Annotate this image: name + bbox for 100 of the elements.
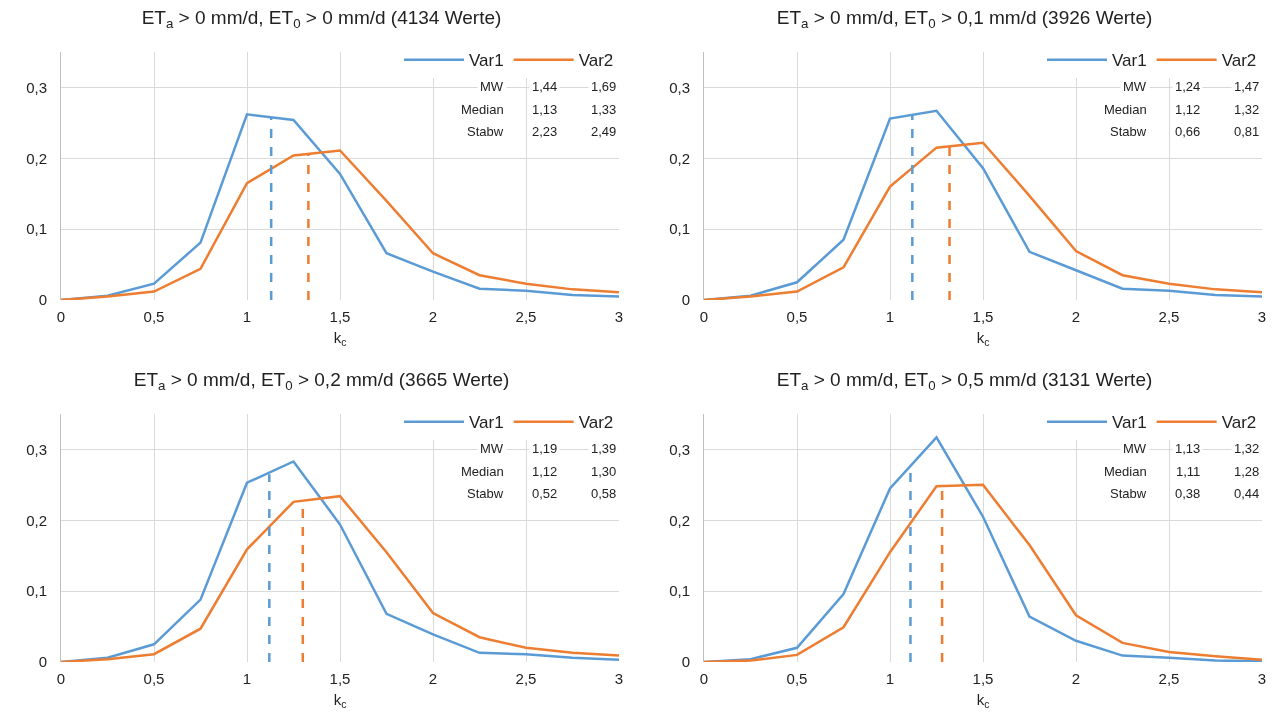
y-tick-label: 0,3 <box>669 440 690 458</box>
annotation: Median <box>1104 464 1147 479</box>
line-series <box>704 141 1262 300</box>
legend-label: Var1 <box>469 413 504 433</box>
annotation: 1,19 <box>532 441 558 456</box>
y-tick-label: 0 <box>38 291 47 309</box>
annotation: 0,38 <box>1175 486 1201 501</box>
x-tick-label: 1,5 <box>329 308 351 325</box>
legend-label: Var2 <box>1221 413 1257 433</box>
y-tick-label: 0,1 <box>26 220 47 238</box>
x-tick-label: 0 <box>699 670 709 687</box>
annotation: Stabw <box>1110 124 1147 139</box>
x-tick-label: 3 <box>1257 670 1267 687</box>
y-tick-label: 0,3 <box>26 78 47 96</box>
x-tick-label: 1 <box>242 308 252 325</box>
annotation: Median <box>461 464 504 479</box>
annotation: 1,11 <box>1176 464 1201 479</box>
x-tick-label: 2,5 <box>515 670 537 687</box>
legend-label: Var1 <box>1112 51 1147 71</box>
x-tick-label: 0 <box>699 308 709 325</box>
x-axis-title: k$_{c}$ <box>976 329 990 349</box>
x-tick-label: 1 <box>242 670 252 687</box>
x-tick-label: 0 <box>56 308 66 325</box>
x-tick-label: 1,5 <box>972 670 994 687</box>
x-tick-label: 1,5 <box>972 308 994 325</box>
x-tick-label: 2,5 <box>1158 670 1180 687</box>
x-axis-title: k$_{c}$ <box>333 691 347 711</box>
annotation: Stabw <box>467 486 504 501</box>
annotation: Stabw <box>1110 486 1147 501</box>
x-axis-title: k$_{c}$ <box>333 329 347 349</box>
line-series <box>704 483 1262 662</box>
annotation: 1,30 <box>591 464 617 479</box>
chart-title: ET$_{a}$ > 0 mm/d, ET$_{0}$ > 0 mm/d (4134 Werte) <box>141 7 502 32</box>
x-tick-label: 2,5 <box>515 308 537 325</box>
annotation: 1,12 <box>1175 102 1201 117</box>
annotation: Median <box>1104 102 1147 117</box>
x-tick-label: 0,5 <box>143 670 165 687</box>
x-tick-label: 3 <box>614 670 624 687</box>
chart-title: ET$_{a}$ > 0 mm/d, ET$_{0}$ > 0,1 mm/d (3926 Werte) <box>776 7 1153 32</box>
annotation: 1,12 <box>532 464 558 479</box>
y-tick-label: 0 <box>681 291 690 309</box>
line-series <box>61 149 619 300</box>
annotation: 0,52 <box>532 486 558 501</box>
x-tick-label: 3 <box>614 308 624 325</box>
annotation: 1,69 <box>591 79 617 94</box>
annotation: MW <box>480 441 504 456</box>
x-tick-label: 1 <box>885 670 895 687</box>
chart-title: ET$_{a}$ > 0 mm/d, ET$_{0}$ > 0,5 mm/d (3131 Werte) <box>776 369 1153 394</box>
x-tick-label: 2 <box>1071 670 1081 687</box>
x-tick-label: 1,5 <box>329 670 351 687</box>
legend-label: Var1 <box>469 51 504 71</box>
annotation: Median <box>461 102 504 117</box>
annotation: 1,28 <box>1234 464 1260 479</box>
y-tick-label: 0,1 <box>669 220 690 238</box>
annotation: 1,44 <box>532 79 558 94</box>
annotation: 2,23 <box>532 124 558 139</box>
annotation: MW <box>480 79 504 94</box>
x-tick-label: 2 <box>1071 308 1081 325</box>
legend-label: Var1 <box>1112 413 1147 433</box>
chart-title: ET$_{a}$ > 0 mm/d, ET$_{0}$ > 0,2 mm/d (3665 Werte) <box>133 369 510 394</box>
annotation: 2,49 <box>591 124 617 139</box>
y-tick-label: 0 <box>38 653 47 671</box>
annotation: MW <box>1123 441 1147 456</box>
annotation: 1,13 <box>532 102 558 117</box>
annotation: 1,39 <box>591 441 617 456</box>
legend-label: Var2 <box>578 413 614 433</box>
y-tick-label: 0,2 <box>26 511 47 529</box>
annotation: Stabw <box>467 124 504 139</box>
y-tick-label: 0,3 <box>669 78 690 96</box>
line-series <box>61 460 619 662</box>
annotation: 0,66 <box>1175 124 1201 139</box>
annotation: 1,33 <box>591 102 617 117</box>
y-tick-label: 0,1 <box>669 582 690 600</box>
x-tick-label: 2 <box>428 308 438 325</box>
y-tick-label: 0,2 <box>669 511 690 529</box>
annotation: 1,32 <box>1234 102 1260 117</box>
annotation: 1,32 <box>1234 441 1260 456</box>
annotation: 0,81 <box>1234 124 1260 139</box>
x-tick-label: 3 <box>1257 308 1267 325</box>
annotation: 0,58 <box>591 486 617 501</box>
x-tick-label: 0,5 <box>786 670 808 687</box>
y-tick-label: 0,3 <box>26 440 47 458</box>
x-tick-label: 1 <box>885 308 895 325</box>
legend-label: Var2 <box>578 51 614 71</box>
annotation: 1,24 <box>1175 79 1201 94</box>
x-tick-label: 0,5 <box>143 308 165 325</box>
annotation: 0,44 <box>1234 486 1260 501</box>
x-tick-label: 2,5 <box>1158 308 1180 325</box>
x-tick-label: 0 <box>56 670 66 687</box>
y-tick-label: 0,1 <box>26 582 47 600</box>
y-tick-label: 0,2 <box>669 149 690 167</box>
y-tick-label: 0 <box>681 653 690 671</box>
x-tick-label: 2 <box>428 670 438 687</box>
x-tick-label: 0,5 <box>786 308 808 325</box>
annotation: MW <box>1123 79 1147 94</box>
annotation: 1,47 <box>1234 79 1260 94</box>
x-axis-title: k$_{c}$ <box>976 691 990 711</box>
legend-label: Var2 <box>1221 51 1257 71</box>
annotation: 1,13 <box>1175 441 1201 456</box>
y-tick-label: 0,2 <box>26 149 47 167</box>
